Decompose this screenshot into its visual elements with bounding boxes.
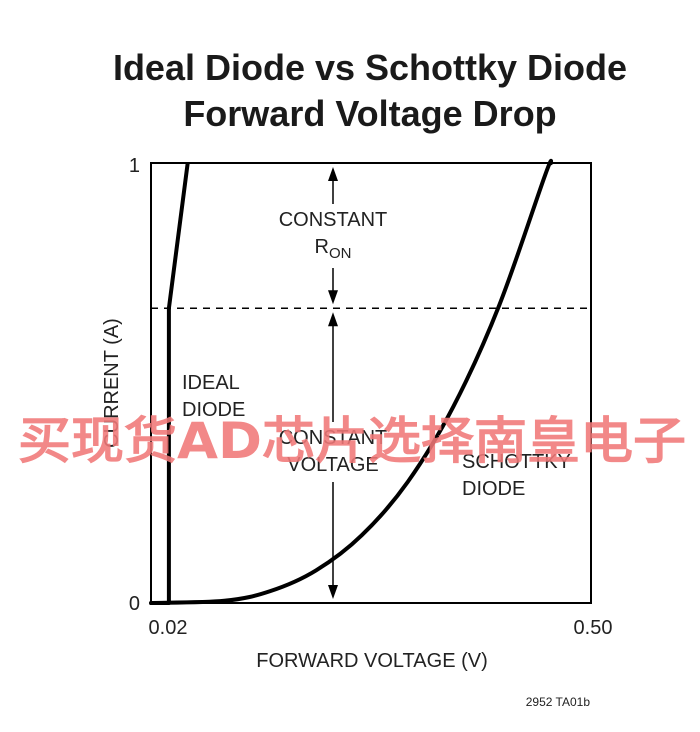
y-tick-label-max: 1	[129, 155, 140, 177]
annotation-constant-ron-line1: CONSTANT	[279, 209, 388, 231]
annotation-constant-voltage-line1: CONSTANT	[279, 427, 388, 449]
series-label-schottky-line2: DIODE	[462, 478, 525, 500]
x-axis-label: FORWARD VOLTAGE (V)	[256, 650, 488, 672]
watermark-text: 买现货AD芯片选择南皇电子	[18, 412, 686, 470]
annotation-arrows	[328, 167, 338, 599]
series-label-schottky-line1: SCHOTTKY	[462, 451, 571, 473]
arrow-constant-ron	[328, 167, 338, 305]
figure-code: 2952 TA01b	[526, 695, 591, 709]
annotation-constant-voltage-line2: VOLTAGE	[287, 454, 379, 476]
chart-title: Ideal Diode vs Schottky Diode	[113, 47, 627, 88]
chart-subtitle: Forward Voltage Drop	[183, 93, 556, 134]
series-label-ideal-line1: IDEAL	[182, 372, 240, 394]
series-label-ideal-line2: DIODE	[182, 399, 245, 421]
x-tick-label-min: 0.02	[149, 617, 188, 639]
series-line-schottky-diode	[149, 158, 554, 605]
plot-frame	[150, 162, 592, 604]
y-axis-label: CURRENT (A)	[101, 318, 123, 448]
y-tick-label-min: 0	[129, 593, 140, 615]
arrow-constant-voltage	[328, 312, 338, 599]
annotation-constant-ron-line2: RON	[315, 236, 352, 262]
x-tick-label-max: 0.50	[574, 617, 613, 639]
